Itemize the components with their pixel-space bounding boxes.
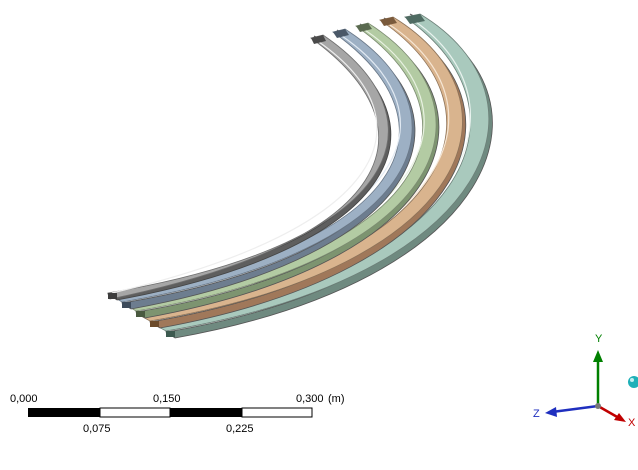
y-axis-head (593, 350, 603, 362)
isometric-view-ball-icon[interactable] (628, 376, 638, 388)
scale-unit: (m) (328, 393, 345, 405)
model-geometry[interactable] (106, 13, 493, 339)
x-axis-label: X (628, 417, 636, 429)
scale-label-225: 0,225 (226, 423, 254, 435)
x-axis-head (614, 413, 626, 422)
band-end-caps (108, 293, 175, 337)
scale-bar-seg-4 (241, 407, 313, 418)
scale-label-150: 0,150 (153, 393, 181, 405)
scale-label-075: 0,075 (83, 423, 111, 435)
coordinate-triad[interactable]: Y Z X (533, 333, 638, 429)
z-axis-arrow (551, 404, 599, 414)
triad-origin (595, 403, 601, 409)
z-axis-label: Z (533, 408, 540, 420)
isometric-ball-highlight (630, 378, 634, 382)
scale-bar-seg-3 (170, 408, 242, 417)
scale-bar-seg-1 (28, 408, 100, 417)
y-axis-label: Y (595, 333, 603, 345)
scale-bar-seg-2 (99, 407, 171, 418)
scale-bar: 0,000 0,150 0,300 (m) 0,075 0,225 (10, 393, 345, 435)
scale-label-0: 0,000 (10, 393, 38, 405)
band-far-caps (311, 14, 425, 44)
x-axis-arrow (597, 404, 620, 420)
z-axis-head (545, 407, 557, 417)
scale-label-300: 0,300 (296, 393, 324, 405)
